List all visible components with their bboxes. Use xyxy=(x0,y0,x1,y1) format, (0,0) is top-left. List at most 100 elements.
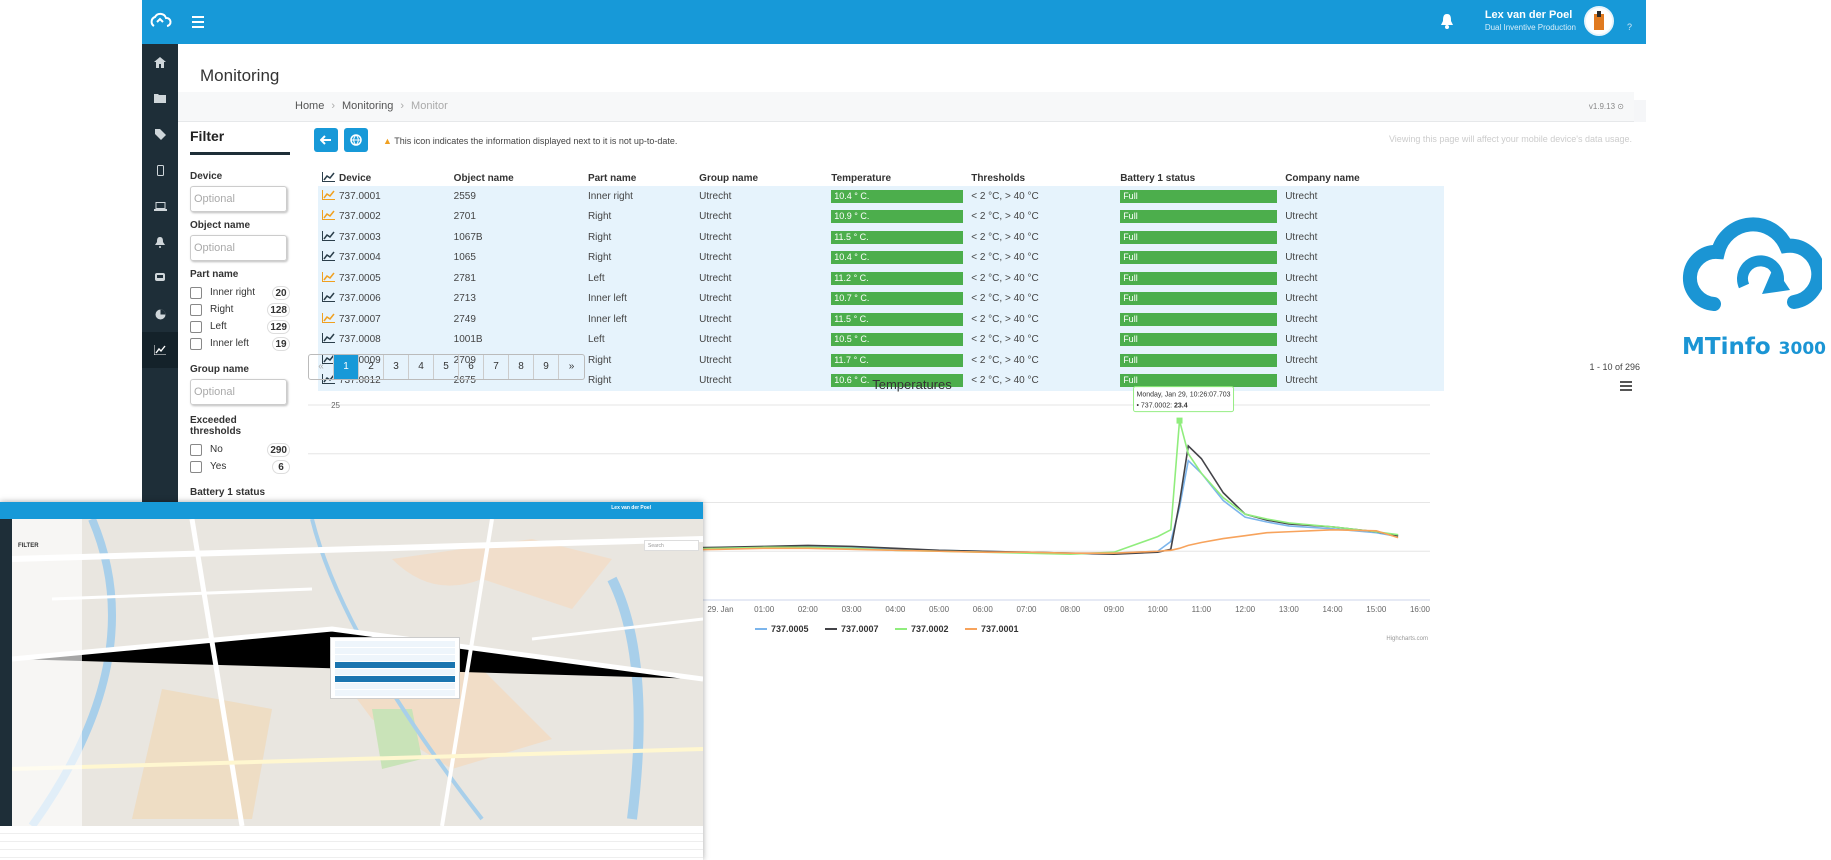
monitoring-chart-icon[interactable] xyxy=(142,332,178,368)
map-view-button[interactable] xyxy=(344,128,368,152)
cell-temperature: 10.4 ° C. xyxy=(827,247,968,268)
col-company-name[interactable]: Company name xyxy=(1285,172,1360,184)
cell-group-name: Utrecht xyxy=(695,309,828,330)
mobile-icon[interactable] xyxy=(142,152,178,188)
pagination-page-4[interactable]: 4 xyxy=(409,355,434,379)
checkbox[interactable] xyxy=(190,460,202,473)
table-row[interactable]: 737.0005 2781 Left Utrecht 11.2 ° C. < 2 °C, … xyxy=(318,268,1444,289)
col-temperature[interactable]: Temperature xyxy=(831,172,892,184)
cell-device[interactable]: 737.0008 xyxy=(318,329,450,350)
pagination-page-5[interactable]: 5 xyxy=(434,355,459,379)
cell-device[interactable]: 737.0005 xyxy=(318,268,450,289)
part-checkbox-left[interactable]: Left 129 xyxy=(190,318,290,335)
table-row[interactable]: 737.0006 2713 Inner left Utrecht 10.7 ° C. < … xyxy=(318,288,1444,309)
logo-icon[interactable] xyxy=(142,0,178,44)
more-indicator-icon[interactable]: ? xyxy=(1626,22,1632,32)
cell-device[interactable]: 737.0004 xyxy=(318,247,450,268)
part-checkbox-inner-left[interactable]: Inner left 19 xyxy=(190,335,290,352)
tag-icon[interactable] xyxy=(142,116,178,152)
breadcrumb-monitoring[interactable]: Monitoring xyxy=(342,100,394,112)
exceeded-checkbox-no[interactable]: No 290 xyxy=(190,441,290,458)
trend-icon[interactable] xyxy=(322,312,335,326)
pagination-next-button[interactable]: » xyxy=(568,361,575,372)
laptop-icon[interactable] xyxy=(142,188,178,224)
tooltip-header: Monday, Jan 29, 10:26:07.703 xyxy=(1137,392,1231,399)
col-device[interactable]: Device xyxy=(318,170,450,186)
pagination-page-7[interactable]: 7 xyxy=(484,355,509,379)
x-tick-label: 07:00 xyxy=(1016,605,1037,614)
device-input[interactable]: Optional xyxy=(190,186,287,212)
checkbox[interactable] xyxy=(190,303,202,316)
cell-device[interactable]: 737.0006 xyxy=(318,288,450,309)
map-view[interactable]: Search xyxy=(12,519,703,826)
trend-icon[interactable] xyxy=(322,333,335,346)
col-group-name[interactable]: Group name xyxy=(699,172,759,184)
menu-toggle-icon[interactable] xyxy=(192,13,210,31)
object-name-input[interactable]: Optional xyxy=(190,235,287,261)
cell-object-name: 2749 xyxy=(449,309,584,330)
count-badge: 6 xyxy=(272,459,290,474)
part-checkbox-right[interactable]: Right 128 xyxy=(190,301,290,318)
pagination-page-2[interactable]: 2 xyxy=(359,355,384,379)
folder-icon[interactable] xyxy=(142,80,178,116)
temperature-bar: 11.2 ° C. xyxy=(831,271,964,285)
group-name-input[interactable]: Optional xyxy=(190,379,287,405)
device-id: 737.0006 xyxy=(339,293,381,305)
device-id: 737.0005 xyxy=(339,272,381,284)
checkbox[interactable] xyxy=(190,337,202,350)
checkbox[interactable] xyxy=(190,286,202,299)
back-button[interactable] xyxy=(314,128,338,152)
col-object-name[interactable]: Object name xyxy=(453,172,514,184)
alarm-bell-icon[interactable] xyxy=(142,224,178,260)
home-icon[interactable] xyxy=(142,44,178,80)
pagination-prev-button[interactable]: « xyxy=(309,355,334,379)
map-search-input[interactable]: Search xyxy=(644,540,699,551)
cell-device[interactable]: 737.0002 xyxy=(318,206,450,227)
pagination-page-8[interactable]: 8 xyxy=(509,355,534,379)
trend-icon[interactable] xyxy=(322,189,335,203)
trend-icon[interactable] xyxy=(322,210,335,223)
checkbox-label: Right xyxy=(210,304,234,315)
chart-menu-icon[interactable] xyxy=(1620,381,1632,391)
user-info[interactable]: Lex van der Poel Dual Inventive Producti… xyxy=(1485,8,1576,33)
table-row[interactable]: 737.0007 2749 Inner left Utrecht 11.5 ° C. < … xyxy=(318,309,1444,330)
inset-filter-panel: FILTER xyxy=(12,519,82,826)
table-row[interactable]: 737.0008 1001B Left Utrecht 10.5 ° C. < 2 °C,… xyxy=(318,329,1444,350)
table-row[interactable]: 737.0003 1067B Right Utrecht 11.5 ° C. < 2 °C… xyxy=(318,227,1444,248)
table-row[interactable]: 737.0004 1065 Right Utrecht 10.4 ° C. < 2 °C,… xyxy=(318,247,1444,268)
cell-device[interactable]: 737.0001 xyxy=(318,186,450,207)
bell-icon[interactable] xyxy=(1440,13,1456,31)
legend-item-737.0002[interactable]: 737.0002 xyxy=(911,624,949,634)
avatar[interactable] xyxy=(1584,6,1614,36)
temperature-bar: 11.5 ° C. xyxy=(831,230,964,244)
cell-device[interactable]: 737.0007 xyxy=(318,309,450,330)
cell-group-name: Utrecht xyxy=(695,227,828,248)
trend-icon[interactable] xyxy=(322,292,335,305)
cell-group-name: Utrecht xyxy=(695,370,828,391)
checkbox[interactable] xyxy=(190,320,202,333)
legend-item-737.0005[interactable]: 737.0005 xyxy=(771,624,809,634)
trend-icon[interactable] xyxy=(322,251,335,264)
table-row[interactable]: 737.0001 2559 Inner right Utrecht 10.4 ° C. <… xyxy=(318,186,1444,207)
trend-icon[interactable] xyxy=(322,271,335,285)
trend-icon[interactable] xyxy=(322,353,335,367)
train-icon[interactable] xyxy=(142,260,178,296)
exceeded-checkbox-yes[interactable]: Yes 6 xyxy=(190,458,290,475)
col-thresholds[interactable]: Thresholds xyxy=(971,172,1026,184)
checkbox[interactable] xyxy=(190,443,202,456)
col-battery-status[interactable]: Battery 1 status xyxy=(1120,172,1196,184)
col-part-name[interactable]: Part name xyxy=(587,172,637,184)
pagination-page-3[interactable]: 3 xyxy=(384,355,409,379)
legend-item-737.0001[interactable]: 737.0001 xyxy=(981,624,1019,634)
pagination-page-1[interactable]: 1 xyxy=(334,355,359,379)
legend-item-737.0007[interactable]: 737.0007 xyxy=(841,624,879,634)
breadcrumb-home[interactable]: Home xyxy=(295,100,325,112)
trend-icon[interactable] xyxy=(322,230,335,244)
data-usage-notice: Viewing this page will affect your mobil… xyxy=(1388,134,1632,144)
part-checkbox-inner-right[interactable]: Inner right 20 xyxy=(190,284,290,301)
cell-device[interactable]: 737.0003 xyxy=(318,227,450,248)
table-row[interactable]: 737.0002 2701 Right Utrecht 10.9 ° C. < 2 °C,… xyxy=(318,206,1444,227)
pie-chart-icon[interactable] xyxy=(142,296,178,332)
pagination-page-6[interactable]: 6 xyxy=(459,355,484,379)
pagination-page-9[interactable]: 9 xyxy=(534,355,559,379)
